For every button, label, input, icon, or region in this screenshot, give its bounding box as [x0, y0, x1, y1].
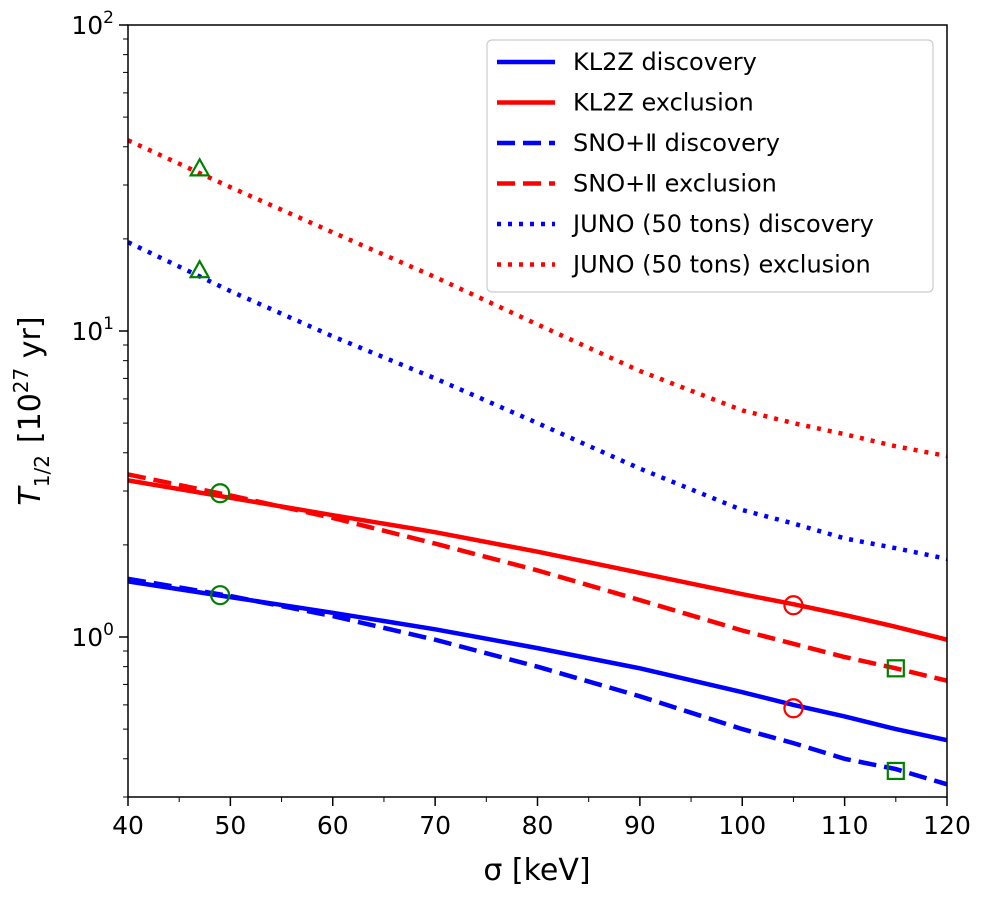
y-axis-units-exp: 27: [9, 368, 33, 393]
x-tick-label: 100: [718, 811, 766, 840]
x-axis-ticks: 40 50 60 70 80 90 100 110 120: [112, 797, 971, 840]
x-tick-label: 120: [923, 811, 971, 840]
triangle-marker: [188, 258, 211, 279]
x-tick-label: 80: [522, 811, 554, 840]
legend-label-sno-exclusion: SNO+Ⅱ exclusion: [573, 170, 777, 198]
legend: KL2Z discovery KL2Z exclusion SNO+Ⅱ discov…: [486, 39, 934, 293]
legend-label-kl2z-discovery: KL2Z discovery: [573, 48, 757, 76]
series-line-kl2z-exclusion: [127, 478, 948, 642]
x-tick-label: 70: [419, 811, 451, 840]
circle-marker: [210, 585, 231, 606]
series-line-juno-50-tons-discovery: [127, 240, 948, 562]
series-lines: [127, 138, 948, 787]
legend-label-juno-50-tons-exclusion: JUNO (50 tons) exclusion: [571, 251, 871, 279]
y-axis-units-tail: yr]: [13, 316, 48, 367]
markers: [188, 157, 905, 781]
y-tick-label: 101: [71, 314, 114, 346]
x-tick-label: 110: [821, 811, 869, 840]
x-tick-label: 60: [317, 811, 349, 840]
circle-marker: [783, 698, 804, 719]
triangle-marker: [188, 157, 211, 177]
series-line-kl2z-discovery: [127, 579, 948, 743]
square-marker: [886, 659, 905, 678]
y-axis-subscript: 1/2: [30, 455, 54, 487]
series-line-sno-exclusion: [127, 472, 948, 683]
y-axis-ticks: 100 101 102: [71, 8, 128, 798]
legend-label-sno-discovery: SNO+Ⅱ discovery: [573, 129, 780, 157]
legend-label-kl2z-exclusion: KL2Z exclusion: [573, 89, 754, 117]
y-axis-units-base: [10: [13, 393, 48, 443]
circle-marker: [783, 595, 804, 616]
circle-marker: [210, 483, 231, 504]
y-tick-label: 102: [71, 8, 114, 40]
y-tick-label: 100: [71, 620, 114, 652]
x-tick-label: 40: [112, 811, 144, 840]
y-axis-label: T1/2 [1027 yr]: [9, 316, 54, 505]
x-tick-label: 50: [214, 811, 246, 840]
legend-label-juno-50-tons-discovery: JUNO (50 tons) discovery: [571, 210, 874, 238]
x-axis-label: σ [keV]: [483, 853, 590, 888]
square-marker: [886, 761, 905, 781]
y-axis-symbol: T: [13, 485, 48, 506]
series-line-juno-50-tons-exclusion: [127, 138, 948, 459]
legend-box: [486, 39, 934, 293]
x-tick-label: 90: [624, 811, 656, 840]
series-line-sno-discovery: [127, 576, 948, 787]
